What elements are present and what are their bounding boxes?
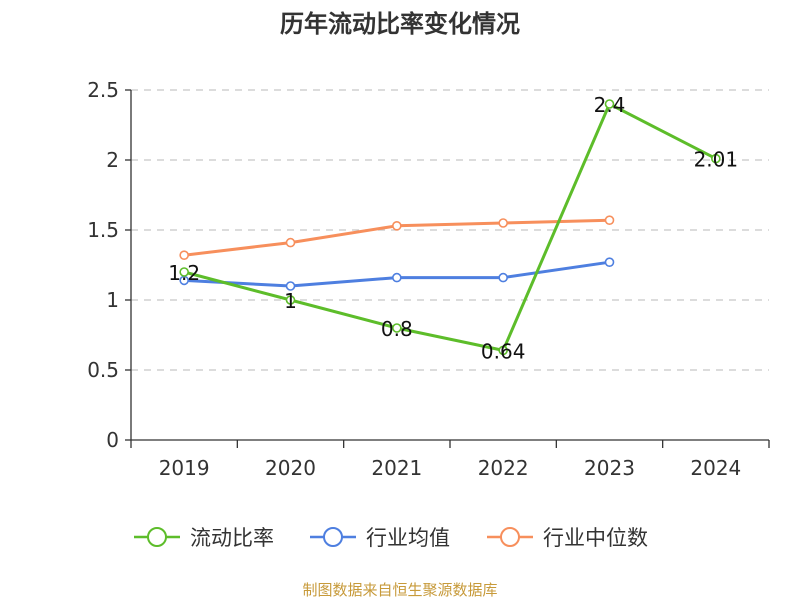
data-point[interactable]	[604, 215, 615, 225]
axes: 0 0.5 1 1.5 2 2.5 2019 2020 2021 2022 2023 2024	[87, 78, 770, 480]
data-point[interactable]	[285, 237, 296, 248]
data-label: 1.2	[168, 261, 200, 285]
legend[interactable]: 流动比率 行业均值 行业中位数	[134, 526, 648, 550]
data-point[interactable]	[498, 345, 508, 356]
y-tick-label: 2.5	[87, 78, 119, 102]
data-point[interactable]	[285, 281, 296, 291]
legend-item-0[interactable]: 流动比率	[134, 526, 274, 550]
data-point[interactable]	[604, 99, 615, 109]
series-line-0	[183, 102, 717, 352]
legend-label: 流动比率	[190, 526, 274, 550]
legend-marker-icon	[147, 527, 167, 547]
y-tick-label: 0	[106, 428, 119, 452]
data-label: 2.4	[594, 93, 626, 117]
data-point[interactable]	[604, 257, 615, 268]
data-point[interactable]	[392, 323, 402, 333]
chart-title: 历年流动比率变化情况	[280, 10, 520, 38]
data-label: 2.01	[694, 148, 739, 172]
source-note: 制图数据来自恒生聚源数据库	[302, 581, 497, 599]
x-tick-label: 2022	[478, 456, 529, 480]
data-point[interactable]	[179, 267, 189, 277]
y-tick-label: 0.5	[87, 358, 119, 382]
grid-lines	[131, 89, 769, 371]
data-point[interactable]	[498, 272, 508, 283]
series-layer	[179, 99, 721, 356]
data-label: 1	[284, 289, 297, 313]
x-tick-label: 2023	[584, 456, 635, 480]
data-point[interactable]	[392, 272, 402, 283]
x-tick-label: 2020	[265, 456, 316, 480]
y-tick-label: 2	[106, 148, 119, 172]
data-point[interactable]	[179, 250, 189, 260]
legend-marker-icon	[500, 527, 520, 547]
x-tick-label: 2021	[371, 456, 422, 480]
data-point[interactable]	[285, 295, 296, 305]
y-tick-label: 1.5	[87, 218, 119, 242]
data-label: 0.8	[381, 317, 413, 341]
x-tick-label: 2024	[690, 456, 741, 480]
x-tick-label: 2019	[159, 456, 210, 480]
data-point[interactable]	[711, 153, 721, 164]
data-labels: 1.2 1 0.8 0.64 2.4 2.01	[168, 93, 738, 363]
y-tick-label: 1	[106, 288, 119, 312]
legend-label: 行业中位数	[543, 526, 648, 550]
data-label: 0.64	[481, 339, 526, 363]
legend-item-1[interactable]: 行业均值	[310, 526, 450, 550]
data-point[interactable]	[392, 221, 402, 231]
legend-label: 行业均值	[366, 526, 450, 550]
legend-marker-icon	[323, 527, 343, 547]
legend-item-2[interactable]: 行业中位数	[487, 526, 648, 550]
data-point[interactable]	[498, 218, 508, 228]
